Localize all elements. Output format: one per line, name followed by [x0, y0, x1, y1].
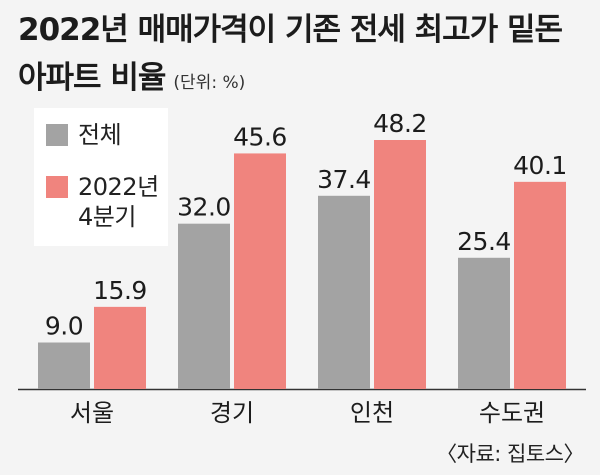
bar-total-3 [458, 257, 510, 389]
x-tick-label-0: 서울 [70, 399, 114, 427]
x-tick-label-3: 수도권 [479, 399, 545, 427]
data-label-2022q4-3: 40.1 [513, 151, 567, 180]
legend: 전체 2022년 4분기 [34, 108, 168, 246]
data-label-2022q4-0: 15.9 [93, 276, 147, 305]
bar-total-2 [318, 195, 370, 389]
data-label-total-0: 9.0 [45, 312, 83, 341]
bar-total-0 [38, 342, 90, 389]
data-label-total-1: 32.0 [177, 193, 231, 222]
x-tick-label-2: 인천 [350, 399, 394, 427]
title-line-2-text: 아파트 비율 [18, 60, 166, 96]
data-label-total-2: 37.4 [317, 165, 371, 194]
bar-2022q4-2 [374, 140, 426, 389]
bar-2022q4-1 [234, 153, 286, 389]
unit-label: (단위: %) [173, 73, 246, 93]
legend-label-2022q4: 2022년 4분기 [78, 173, 159, 231]
bar-total-1 [178, 223, 230, 389]
bar-2022q4-0 [94, 306, 146, 389]
legend-label-total: 전체 [78, 121, 122, 149]
chart-title: 2022년 매매가격이 기존 전세 최고가 밑돈 아파트 비율 (단위: %) [18, 6, 588, 107]
title-line-2: 아파트 비율 (단위: %) [18, 54, 588, 107]
bar-2022q4-3 [514, 181, 566, 389]
data-label-total-3: 25.4 [457, 227, 511, 256]
data-label-2022q4-2: 48.2 [373, 109, 427, 138]
x-tick-label-1: 경기 [210, 399, 254, 427]
legend-item-2022q4: 2022년 4분기 [46, 172, 159, 232]
legend-swatch-2022q4 [46, 176, 68, 198]
title-line-1: 2022년 매매가격이 기존 전세 최고가 밑돈 [18, 12, 563, 48]
legend-item-total: 전체 [46, 120, 122, 150]
data-label-2022q4-1: 45.6 [233, 122, 287, 151]
source-note: 〈자료: 집토스〉 [436, 442, 584, 466]
legend-swatch-total [46, 124, 68, 146]
